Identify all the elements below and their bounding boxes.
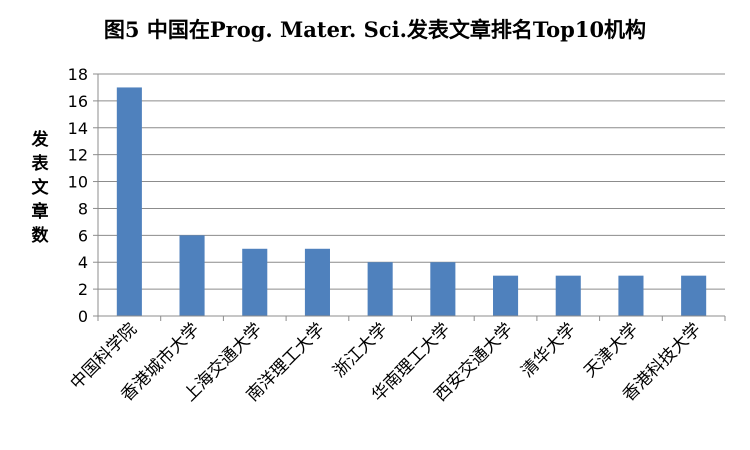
- bar: [430, 262, 456, 316]
- y-tick-label: 0: [78, 307, 88, 326]
- bar: [681, 275, 707, 316]
- axes: [97, 74, 726, 321]
- x-tick-label: 天津大学: [580, 319, 642, 381]
- bar: [493, 275, 519, 316]
- y-axis-label-char: 数: [31, 226, 49, 246]
- x-tick-label: 浙江大学: [329, 319, 391, 381]
- bar: [367, 262, 393, 316]
- y-tick-label: 18: [68, 65, 88, 84]
- y-axis-label-char: 文: [31, 178, 49, 198]
- y-axis-label: 发表文章数: [26, 128, 54, 248]
- y-tick-labels: 0 2 4 6 8 10 12 14 16 18: [68, 65, 88, 326]
- bar: [116, 87, 142, 316]
- y-tick-label: 6: [78, 226, 88, 245]
- y-tick-label: 10: [68, 173, 88, 192]
- bar: [618, 275, 644, 316]
- bar: [179, 235, 205, 316]
- y-tick-label: 14: [68, 119, 88, 138]
- y-axis-label-char: 表: [31, 154, 49, 174]
- x-tick-label: 清华大学: [518, 319, 580, 381]
- y-axis-label-char: 章: [31, 202, 49, 222]
- y-tick-label: 2: [78, 280, 88, 299]
- chart-title: 图5 中国在Prog. Mater. Sci.发表文章排名Top10机构: [103, 17, 647, 42]
- y-tick-label: 16: [68, 92, 88, 111]
- x-tick-labels: 中国科学院香港城市大学上海交通大学南洋理工大学 浙江大学华南理工大学西安交通大学清…: [67, 319, 706, 405]
- bars: [116, 87, 707, 316]
- bar: [555, 275, 581, 316]
- y-tick-label: 12: [68, 146, 88, 165]
- y-tick-label: 8: [78, 199, 88, 218]
- y-axis-label-char: 发: [31, 130, 49, 150]
- bar: [242, 248, 268, 316]
- y-tick-label: 4: [78, 253, 88, 272]
- bar: [304, 248, 330, 316]
